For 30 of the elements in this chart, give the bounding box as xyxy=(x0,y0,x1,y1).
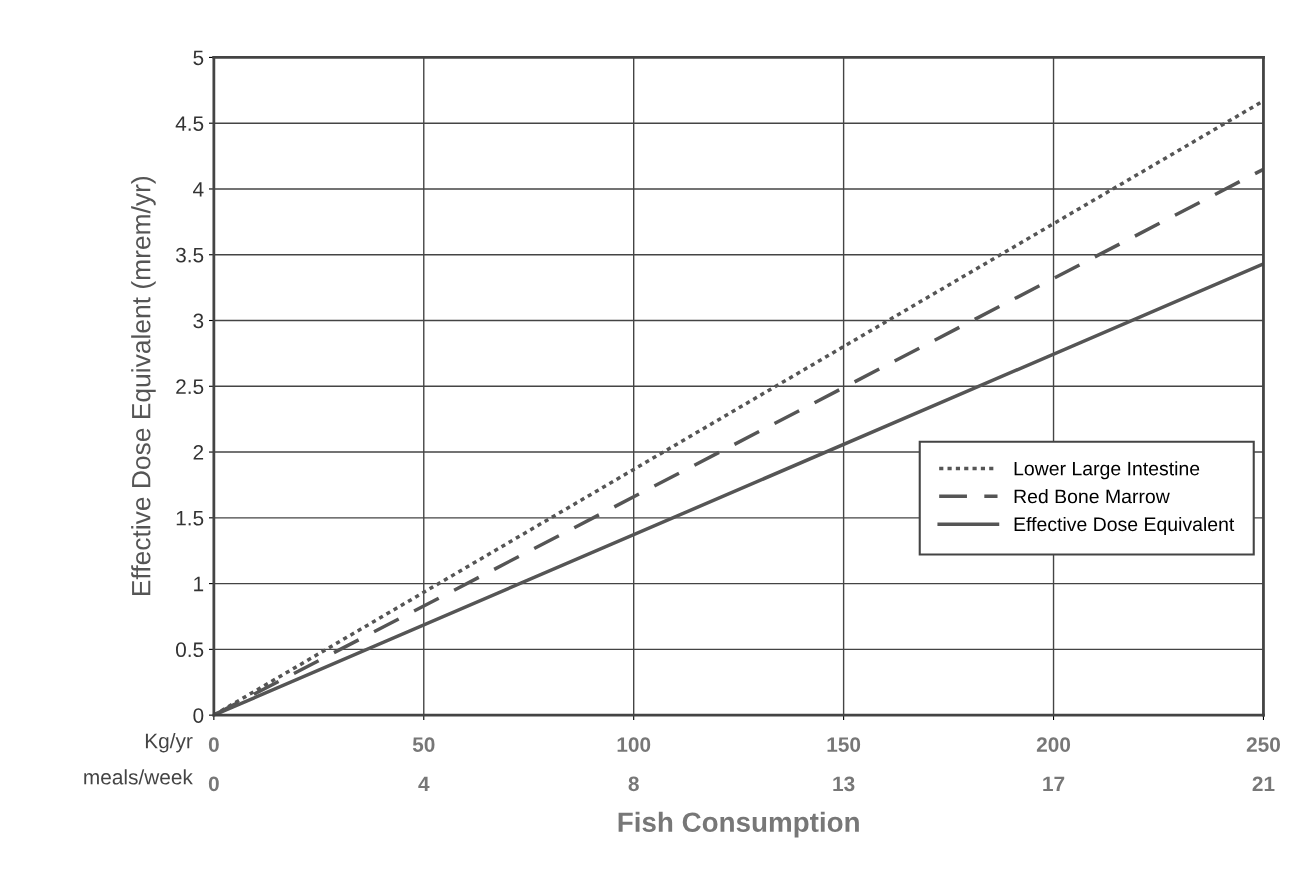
y-tick-label: 2 xyxy=(193,445,204,460)
y-tick-label: 1.5 xyxy=(176,511,204,526)
y-tick-label: 3.5 xyxy=(175,247,204,263)
x-tick-label: 150 xyxy=(827,737,861,752)
y-tick-label: 4 xyxy=(193,182,204,197)
y-tick-label: 0 xyxy=(193,708,204,723)
y-tick-label: 1 xyxy=(194,576,204,592)
x2-tick-label: 13 xyxy=(833,776,855,792)
y-tick-label: 3 xyxy=(193,313,204,329)
x-tick-label: 0 xyxy=(208,737,219,752)
x2-tick-label: 4 xyxy=(418,776,430,791)
legend-label: Lower Large Intestine xyxy=(1014,461,1200,480)
x2-tick-label: 0 xyxy=(208,776,219,792)
y-tick-label: 2.5 xyxy=(176,379,204,395)
x-tick-label: 200 xyxy=(1036,737,1071,752)
legend-label: Red Bone Marrow xyxy=(1014,489,1170,504)
x-axis-title: Fish Consumption xyxy=(618,811,859,838)
y-tick-label: 4.5 xyxy=(175,116,204,131)
x-tick-label: 250 xyxy=(1246,737,1280,752)
y-tick-label: 0.5 xyxy=(175,642,204,658)
x2-tick-label: 8 xyxy=(628,776,639,792)
x2-tick-label: 21 xyxy=(1252,776,1275,791)
y-tick-label: 5 xyxy=(193,50,204,66)
text: Kg/yr xyxy=(145,733,193,753)
legend-label: Effective Dose Equivalent xyxy=(1014,516,1235,535)
x2-tick-label: 17 xyxy=(1043,776,1065,791)
x-tick-label: 50 xyxy=(412,737,435,752)
x-tick-label: 100 xyxy=(617,737,651,752)
y-axis-title: Effective Dose Equivalent (mrem/yr) xyxy=(131,176,156,596)
text: meals/week xyxy=(84,769,193,785)
